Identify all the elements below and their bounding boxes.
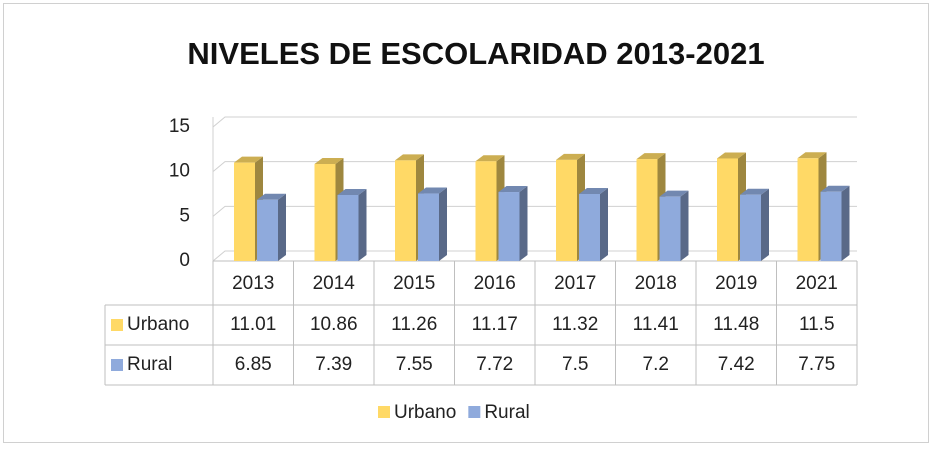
bar-face [579,194,600,261]
table-value: 7.75 [798,354,835,375]
table-value: 10.86 [310,314,358,335]
y-tick-label: 10 [169,161,190,182]
bar [418,187,447,261]
legend-key [378,406,390,418]
bar-face [761,188,769,261]
table-series-name: Rural [127,354,172,375]
table-value: 11.5 [799,314,835,335]
bar [740,188,769,261]
table-value: 7.2 [643,354,669,375]
bar [659,190,689,261]
bar [820,185,850,261]
table-value: 7.39 [315,354,352,375]
x-tick-label: 2021 [796,273,838,294]
table-value: 11.41 [633,314,679,335]
bar-face [680,190,689,261]
bar-face [314,163,336,261]
bar-face [395,160,416,261]
bar-face [820,185,850,192]
chart-title: NIVELES DE ESCOLARIDAD 2013-2021 [187,36,764,71]
table-value: 7.42 [718,354,755,375]
bar-face [579,188,608,194]
grid-line [212,116,857,128]
table-value: 7.72 [476,354,513,375]
legend-label: Rural [484,402,529,423]
table-legend-key [111,319,123,331]
table-legend-key [111,359,123,371]
x-tick-label: 2017 [554,273,596,294]
bar-face [841,185,850,261]
bar-face [556,153,585,160]
bar-face [740,194,761,261]
legend-label: Urbano [394,402,456,423]
x-tick-label: 2019 [715,273,757,294]
table-value: 7.5 [562,354,588,375]
table-series-name: Urbano [127,314,189,335]
table-value: 11.17 [472,314,518,335]
bar-face [740,188,769,195]
chart-border [3,3,929,443]
bar-face [278,193,286,261]
y-tick-label: 0 [179,250,190,271]
bar-face [257,193,286,200]
bar-face [475,161,497,261]
table-value: 11.48 [713,314,759,335]
bar-face [717,152,746,159]
bar-face [498,192,520,261]
bar-face [797,158,819,261]
bar [257,193,286,261]
bar-face [659,190,689,197]
bar [498,186,528,261]
bar [579,188,608,261]
table-value: 11.32 [552,314,598,335]
x-tick-label: 2018 [635,273,677,294]
legend-key [468,406,481,418]
bar-face [498,186,528,193]
bar-face [600,188,608,261]
y-tick-label: 15 [169,116,190,137]
bar-face [337,194,359,261]
bar-face [418,193,439,261]
bar-face [358,188,367,261]
bar-face [475,155,505,162]
x-tick-label: 2016 [474,273,516,294]
bar-face [257,199,278,261]
bar-face [439,187,447,261]
table-value: 11.01 [230,314,276,335]
bar-face [717,158,738,261]
bar [337,188,367,261]
bar-face [636,153,666,160]
table-value: 6.85 [235,354,272,375]
bar-face [314,157,344,164]
bar-face [519,186,528,261]
table-value: 11.26 [391,314,437,335]
x-tick-label: 2014 [313,273,356,294]
y-tick-label: 5 [179,205,190,226]
bar-face [234,162,255,261]
bar-face [234,156,263,163]
bar-face [556,159,577,261]
bar-face [820,191,842,261]
bar-face [636,159,658,261]
table-value: 7.55 [396,354,433,375]
bar-face [659,196,681,261]
bar-face [418,187,447,194]
bar-face [395,154,424,161]
bar-face [797,152,827,159]
x-tick-label: 2013 [232,273,274,294]
x-tick-label: 2015 [393,273,435,294]
bar-face [337,188,367,195]
